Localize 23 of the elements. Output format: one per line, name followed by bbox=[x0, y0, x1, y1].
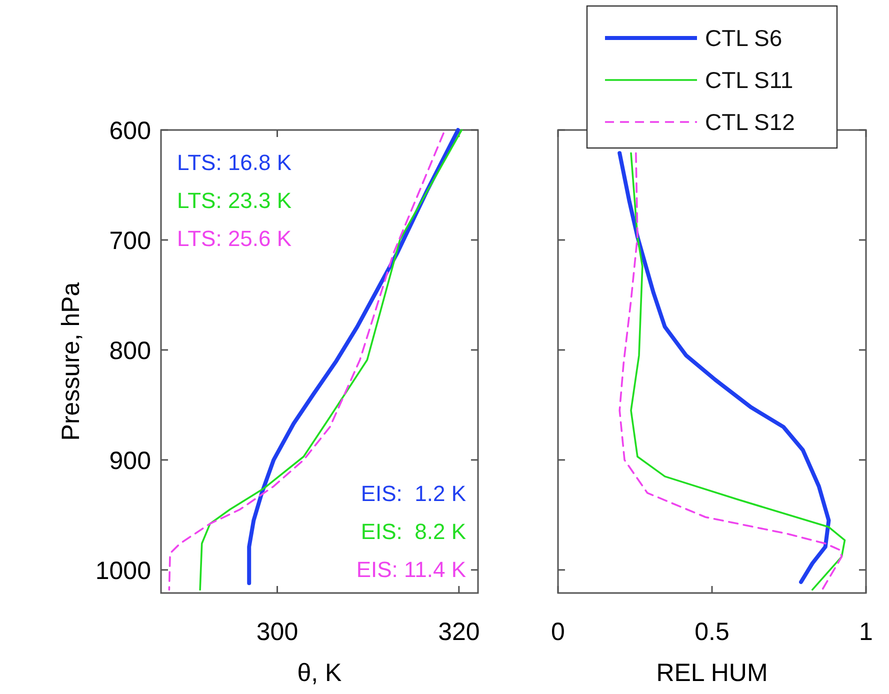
legend-label: CTL S6 bbox=[705, 25, 782, 51]
annotation: EIS: 1.2 K bbox=[360, 481, 466, 506]
y-tick-label: 600 bbox=[109, 117, 151, 145]
y-tick-label: 700 bbox=[109, 226, 151, 255]
y-tick-label: 800 bbox=[109, 336, 151, 365]
annotation: LTS: 25.6 K bbox=[177, 226, 292, 251]
y-tick-label: 900 bbox=[109, 446, 151, 475]
y-axis-title: Pressure, hPa bbox=[57, 282, 85, 441]
x-axis-title: REL HUM bbox=[656, 659, 768, 687]
x-tick-label: 300 bbox=[256, 618, 298, 646]
annotation: EIS: 11.4 K bbox=[356, 557, 466, 582]
x-tick-label: 320 bbox=[438, 618, 480, 646]
annotation: LTS: 16.8 K bbox=[177, 150, 292, 175]
x-tick-label: 0 bbox=[551, 618, 565, 646]
legend-label: CTL S12 bbox=[705, 109, 795, 135]
x-tick-label: 1 bbox=[859, 618, 873, 646]
line-series bbox=[168, 132, 444, 591]
x-axis-title: θ, K bbox=[297, 659, 342, 687]
legend-label: CTL S11 bbox=[705, 67, 794, 93]
annotation: EIS: 8.2 K bbox=[360, 519, 466, 544]
annotation: LTS: 23.3 K bbox=[177, 188, 292, 213]
x-tick-label: 0.5 bbox=[694, 618, 730, 646]
y-tick-label: 1000 bbox=[95, 556, 151, 585]
